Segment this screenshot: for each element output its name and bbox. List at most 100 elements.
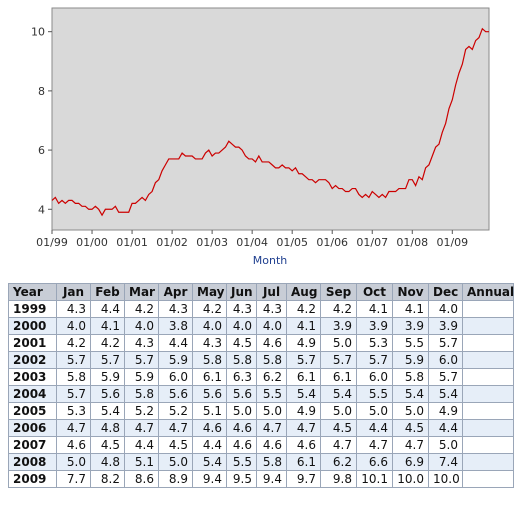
x-tick-label: 01/07: [356, 236, 388, 249]
annual-cell: [462, 368, 514, 386]
table-cell: 4.7: [256, 419, 287, 437]
table-body: 1999 4.3 4.4 4.2 4.3 4.2 4.3 4.3 4.2 4.2 4.1 4.1 4.0…: [8, 300, 514, 488]
table-cell: 4.3: [256, 300, 287, 318]
table-cell: 5.0: [158, 453, 193, 471]
x-axis: 01/99 01/00 01/01 01/02 01/03 01/04 01/05 01/06…: [36, 230, 468, 249]
table-cell: 5.3: [356, 334, 393, 352]
table-cell: 5.5: [392, 334, 429, 352]
table-cell: 4.1: [392, 300, 429, 318]
table-cell: 4.8: [90, 453, 125, 471]
row-year: 2008: [8, 453, 57, 471]
table-cell: 5.8: [56, 368, 91, 386]
table-cell: 5.9: [158, 351, 193, 369]
column-header: Dec: [428, 283, 463, 301]
x-tick-label: 01/09: [436, 236, 468, 249]
x-tick-label: 01/01: [116, 236, 148, 249]
table-cell: 5.4: [90, 402, 125, 420]
table-cell: 4.2: [56, 334, 91, 352]
table-cell: 3.9: [392, 317, 429, 335]
column-header: Mar: [124, 283, 159, 301]
table-row: 2003 5.8 5.9 5.9 6.0 6.1 6.3 6.2 6.1 6.1 6.0 5.8 5.7: [8, 368, 514, 386]
x-axis-label: Month: [253, 254, 288, 267]
table-row: 2000 4.0 4.1 4.0 3.8 4.0 4.0 4.0 4.1 3.9 3.9 3.9 3.9: [8, 317, 514, 335]
data-table: Year Jan Feb Mar Apr May Jun Jul Aug Sep Oct Nov Dec…: [8, 283, 514, 488]
table-cell: 4.0: [226, 317, 257, 335]
table-cell: 4.3: [158, 300, 193, 318]
annual-cell: [462, 351, 514, 369]
table-cell: 8.9: [158, 470, 193, 488]
table-cell: 9.4: [256, 470, 287, 488]
series-line: [51, 27, 489, 217]
table-cell: 5.0: [56, 453, 91, 471]
table-cell: 6.0: [428, 351, 463, 369]
annual-cell: [462, 402, 514, 420]
table-cell: 5.0: [320, 334, 357, 352]
table-cell: 9.8: [320, 470, 357, 488]
table-cell: 9.5: [226, 470, 257, 488]
row-year: 2009: [8, 470, 57, 488]
row-year: 2005: [8, 402, 57, 420]
table-row: 2004 5.7 5.6 5.8 5.6 5.6 5.6 5.5 5.4 5.4 5.5 5.4 5.4: [8, 385, 514, 403]
table-cell: 4.4: [428, 419, 463, 437]
table-cell: 8.6: [124, 470, 159, 488]
table-cell: 4.1: [356, 300, 393, 318]
table-cell: 5.8: [226, 351, 257, 369]
x-tick-label: 01/05: [276, 236, 308, 249]
table-cell: 5.5: [256, 385, 287, 403]
column-header: Jun: [226, 283, 257, 301]
table-cell: 5.4: [286, 385, 321, 403]
line-chart: 4 6 8 10 01/99 01/00 01/01 01/02 01/03 01/04 01/0…: [31, 7, 490, 267]
table-cell: 5.5: [226, 453, 257, 471]
table-cell: 5.2: [124, 402, 159, 420]
table-cell: 5.7: [286, 351, 321, 369]
table-cell: 4.6: [286, 436, 321, 454]
table-cell: 6.1: [286, 453, 321, 471]
table-cell: 5.6: [192, 385, 227, 403]
table-cell: 4.0: [428, 300, 463, 318]
table-cell: 4.2: [192, 300, 227, 318]
table-cell: 5.4: [428, 385, 463, 403]
table-cell: 3.9: [428, 317, 463, 335]
table-cell: 5.6: [158, 385, 193, 403]
row-year: 1999: [8, 300, 57, 318]
plot-area: [51, 7, 490, 231]
table-cell: 4.5: [90, 436, 125, 454]
table-cell: 4.2: [90, 334, 125, 352]
table-cell: 4.5: [320, 419, 357, 437]
column-header: Oct: [356, 283, 393, 301]
column-header: Apr: [158, 283, 193, 301]
table-cell: 5.7: [356, 351, 393, 369]
table-cell: 5.7: [124, 351, 159, 369]
table-header-row: Year Jan Feb Mar Apr May Jun Jul Aug Sep Oct Nov Dec…: [8, 283, 514, 301]
table-row: 2008 5.0 4.8 5.1 5.0 5.4 5.5 5.8 6.1 6.2 6.6 6.9 7.4: [8, 453, 514, 471]
annual-cell: [462, 436, 514, 454]
table-cell: 4.9: [428, 402, 463, 420]
table-cell: 6.3: [226, 368, 257, 386]
table-cell: 3.9: [320, 317, 357, 335]
row-year: 2004: [8, 385, 57, 403]
table-cell: 4.3: [56, 300, 91, 318]
table-cell: 5.7: [90, 351, 125, 369]
row-year: 2006: [8, 419, 57, 437]
column-header: Jan: [56, 283, 91, 301]
table-cell: 5.8: [124, 385, 159, 403]
table-cell: 4.6: [226, 436, 257, 454]
table-cell: 4.3: [192, 334, 227, 352]
table-cell: 4.5: [158, 436, 193, 454]
table-cell: 6.2: [256, 368, 287, 386]
table-cell: 5.8: [392, 368, 429, 386]
table-cell: 5.4: [320, 385, 357, 403]
table-cell: 6.1: [320, 368, 357, 386]
table-cell: 5.7: [56, 385, 91, 403]
table-cell: 5.9: [90, 368, 125, 386]
table-row: 2006 4.7 4.8 4.7 4.7 4.6 4.6 4.7 4.7 4.5 4.4 4.5 4.4: [8, 419, 514, 437]
row-year: 2001: [8, 334, 57, 352]
table-cell: 9.4: [192, 470, 227, 488]
table-cell: 5.3: [56, 402, 91, 420]
table-cell: 6.0: [356, 368, 393, 386]
annual-cell: [462, 334, 514, 352]
table-cell: 5.7: [56, 351, 91, 369]
table-cell: 10.1: [356, 470, 393, 488]
table-cell: 4.6: [256, 334, 287, 352]
table-cell: 3.8: [158, 317, 193, 335]
